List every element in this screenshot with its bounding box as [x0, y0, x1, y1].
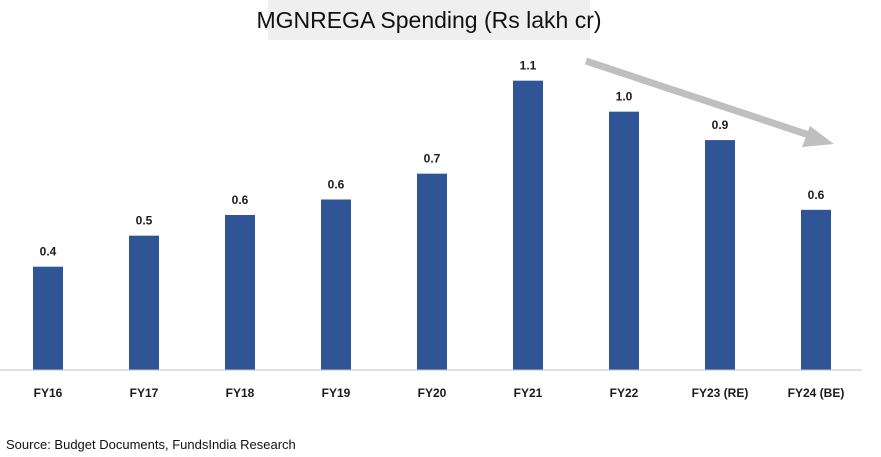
x-tick-label: FY16 [34, 386, 63, 400]
bar-value-label: 0.4 [40, 245, 57, 259]
bar-fy22 [609, 111, 639, 371]
x-tick-label: FY20 [418, 386, 447, 400]
bar-value-label: 0.6 [808, 188, 825, 202]
bar-value-label: 0.9 [712, 118, 729, 132]
bar-fy18 [225, 215, 255, 370]
bar-fy23-re [705, 140, 735, 370]
bar-value-label: 0.5 [136, 214, 153, 228]
x-tick-label: FY18 [226, 386, 255, 400]
bar-fy17 [129, 235, 159, 370]
bar-fy24-be [801, 209, 831, 370]
bar-value-label: 1.0 [616, 90, 633, 104]
x-tick-label: FY23 (RE) [692, 386, 749, 400]
bar-value-label: 1.1 [520, 59, 537, 73]
bar-fy21 [513, 80, 543, 371]
bar-fy16 [33, 266, 63, 370]
x-tick-labels: FY16 FY17 FY18 FY19 FY20 FY21 FY22 FY23 (RE) FY2… [34, 386, 845, 400]
bar-value-label: 0.6 [232, 193, 249, 207]
bar-value-label: 0.6 [328, 178, 345, 192]
bars [33, 80, 831, 371]
value-labels: 0.4 0.5 0.6 0.6 0.7 1.1 1.0 0.9 0.6 [40, 59, 825, 259]
x-tick-label: FY21 [514, 386, 543, 400]
source-note: Source: Budget Documents, FundsIndia Res… [6, 437, 296, 452]
bar-fy20 [417, 173, 447, 370]
x-tick-label: FY22 [610, 386, 639, 400]
x-tick-label: FY17 [130, 386, 159, 400]
chart-title: MGNREGA Spending (Rs lakh cr) [256, 0, 602, 40]
bar-value-label: 0.7 [424, 152, 441, 166]
x-tick-label: FY19 [322, 386, 351, 400]
trend-arrow [584, 57, 834, 147]
bar-fy19 [321, 199, 351, 370]
x-tick-label: FY24 (BE) [788, 386, 845, 400]
